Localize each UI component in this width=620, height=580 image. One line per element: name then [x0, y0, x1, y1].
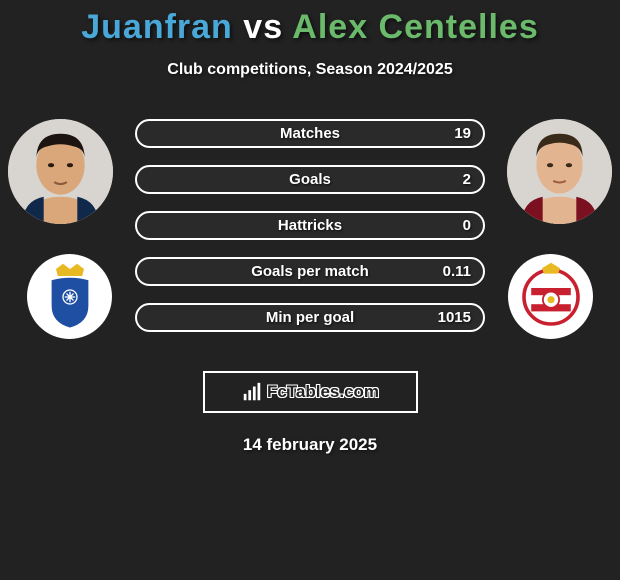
- title-player2: Alex Centelles: [292, 8, 538, 46]
- stat-row-matches: Matches 19: [135, 119, 485, 148]
- stat-row-goals: Goals 2: [135, 165, 485, 194]
- comparison-panel: Matches 19 Goals 2 Hattricks 0 Goals per…: [0, 109, 620, 349]
- player2-club-crest: [508, 254, 593, 339]
- stats-bars: Matches 19 Goals 2 Hattricks 0 Goals per…: [135, 119, 485, 332]
- title-vs: vs: [243, 8, 283, 46]
- stat-row-hattricks: Hattricks 0: [135, 211, 485, 240]
- player2-crest-graphic: [515, 261, 587, 333]
- player1-crest-graphic: [35, 262, 105, 332]
- page-title: Juanfran vs Alex Centelles: [0, 8, 620, 47]
- stat-p2-value: 0.11: [443, 263, 471, 280]
- stat-p2-value: 0: [463, 217, 471, 234]
- stat-label: Hattricks: [278, 217, 342, 234]
- player2-avatar-graphic: [507, 119, 612, 224]
- stat-label: Min per goal: [266, 309, 354, 326]
- stat-label: Matches: [280, 125, 340, 142]
- title-player1: Juanfran: [81, 8, 233, 46]
- player1-club-crest: [27, 254, 112, 339]
- player2-avatar: [507, 119, 612, 224]
- stat-p2-value: 19: [454, 125, 471, 142]
- player1-avatar-graphic: [8, 119, 113, 224]
- chart-icon: [241, 381, 263, 403]
- stat-p2-value: 1015: [438, 309, 471, 326]
- brand-text: FcTables.com: [267, 382, 379, 402]
- stat-label: Goals per match: [251, 263, 369, 280]
- comparison-date: 14 february 2025: [0, 435, 620, 455]
- header: Juanfran vs Alex Centelles Club competit…: [0, 0, 620, 79]
- brand-badge: FcTables.com: [203, 371, 418, 413]
- player1-avatar: [8, 119, 113, 224]
- stat-p2-value: 2: [463, 171, 471, 188]
- subtitle: Club competitions, Season 2024/2025: [0, 61, 620, 79]
- stat-row-min-per-goal: Min per goal 1015: [135, 303, 485, 332]
- stat-label: Goals: [289, 171, 331, 188]
- stat-row-goals-per-match: Goals per match 0.11: [135, 257, 485, 286]
